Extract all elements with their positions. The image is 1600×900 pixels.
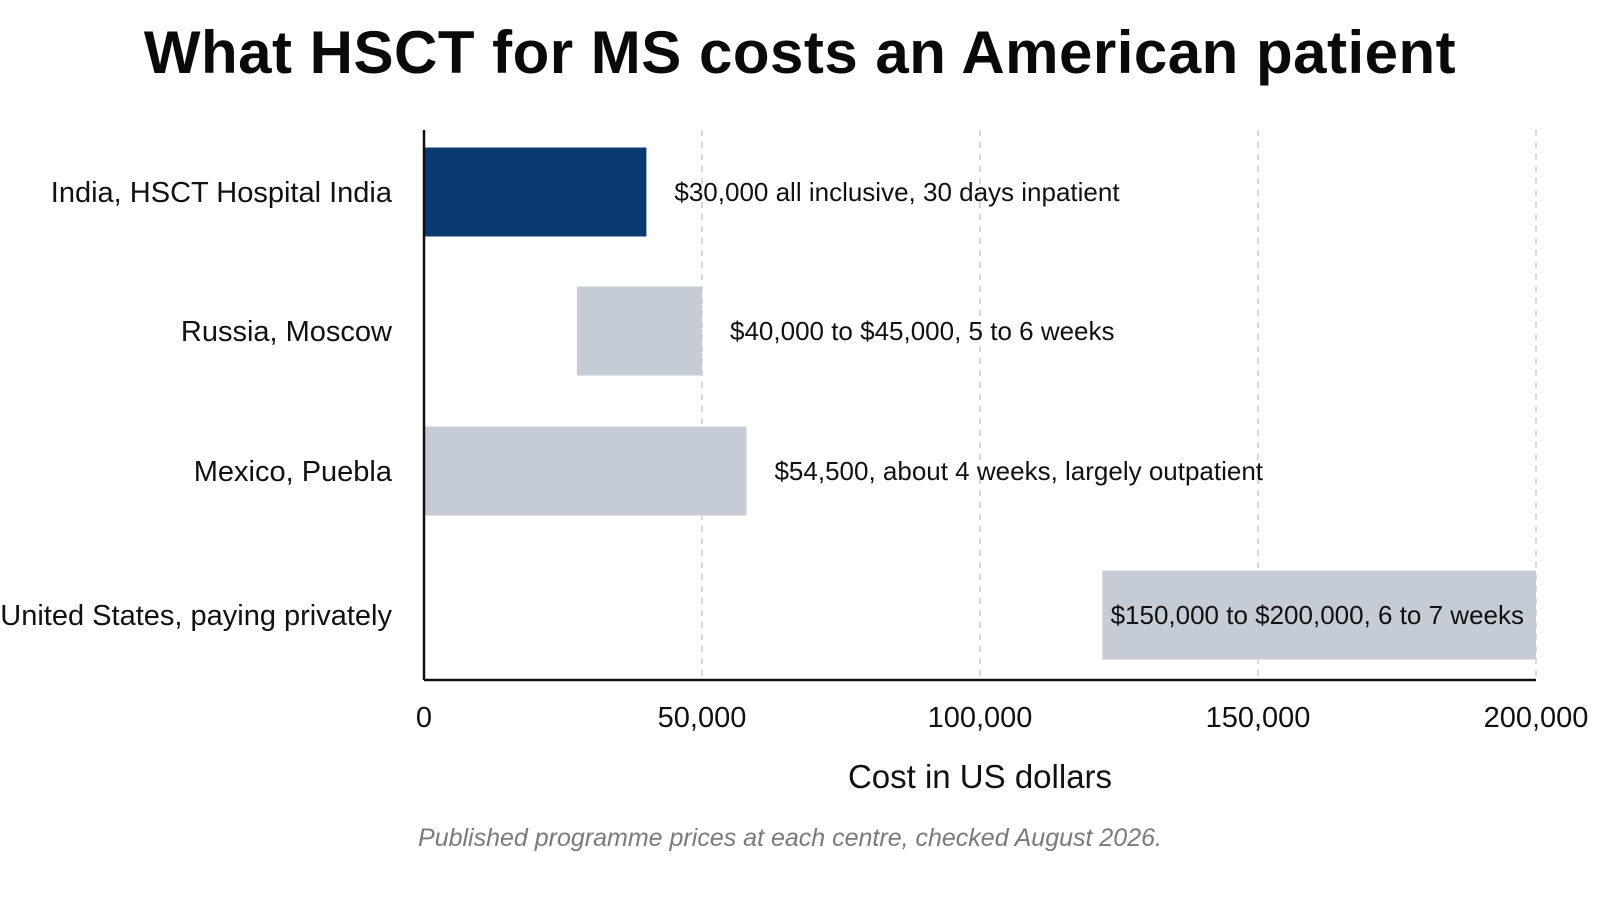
chart-footnote: Published programme prices at each centr…: [418, 824, 1162, 852]
x-tick-labels: 0 50,000 100,000 150,000 200,000: [416, 702, 1588, 734]
x-tick-label: 0: [416, 702, 432, 734]
bar-value-label: $30,000 all inclusive, 30 days inpatient: [674, 177, 1120, 207]
x-tick-label: 100,000: [928, 702, 1033, 734]
axes: [422, 130, 1536, 682]
bar: [424, 426, 747, 516]
bar: [424, 147, 647, 237]
category-label: United States, paying privately: [0, 600, 392, 632]
bar: [576, 286, 702, 376]
category-label: India, HSCT Hospital India: [51, 177, 393, 209]
chart-title: What HSCT for MS costs an American patie…: [143, 19, 1457, 86]
x-axis-title: Cost in US dollars: [848, 758, 1112, 795]
bar: [1102, 570, 1536, 660]
category-label: Russia, Moscow: [181, 316, 393, 348]
category-label: Mexico, Puebla: [194, 456, 393, 488]
bar-value-label: $40,000 to $45,000, 5 to 6 weeks: [730, 316, 1115, 346]
bars: [424, 147, 1536, 660]
bar-value-label: $150,000 to $200,000, 6 to 7 weeks: [1111, 600, 1524, 630]
x-tick-label: 150,000: [1206, 702, 1311, 734]
category-labels: India, HSCT Hospital India Russia, Moscow…: [0, 177, 393, 632]
x-tick-label: 200,000: [1484, 702, 1589, 734]
bar-value-label: $54,500, about 4 weeks, largely outpatie…: [774, 456, 1263, 486]
x-tick-label: 50,000: [658, 702, 747, 734]
bar-labels: $30,000 all inclusive, 30 days inpatient…: [674, 177, 1524, 630]
